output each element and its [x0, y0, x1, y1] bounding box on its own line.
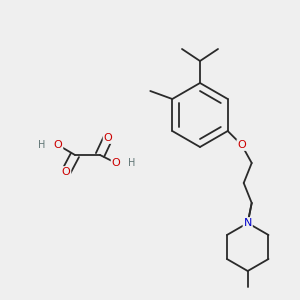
Text: O: O: [54, 140, 62, 150]
Text: H: H: [38, 140, 46, 150]
Text: N: N: [244, 218, 252, 228]
Text: O: O: [237, 140, 246, 150]
Text: O: O: [61, 167, 70, 177]
Text: H: H: [128, 158, 136, 168]
Text: O: O: [103, 133, 112, 143]
Text: O: O: [112, 158, 120, 168]
